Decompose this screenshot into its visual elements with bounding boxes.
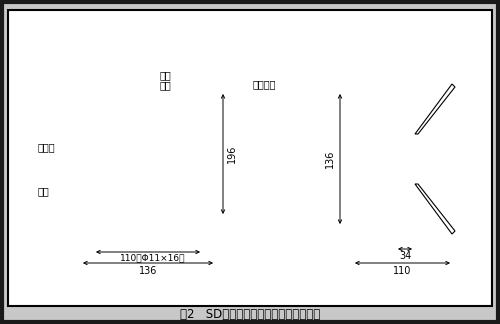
Text: 136: 136 [325, 150, 335, 168]
Text: 摆臂: 摆臂 [160, 80, 172, 90]
Bar [126, 101, 168, 107]
Text: 复位手柄: 复位手柄 [253, 79, 276, 89]
Polygon shape [415, 184, 455, 234]
Text: 拉环: 拉环 [160, 70, 172, 80]
Circle shape [144, 150, 152, 158]
Bar [66, 151, 74, 167]
Bar [365, 91, 395, 227]
Text: 110（Φ11×16）: 110（Φ11×16） [120, 253, 186, 262]
Circle shape [450, 82, 456, 88]
Text: 34: 34 [399, 251, 411, 261]
Polygon shape [415, 84, 455, 134]
Text: 出线口: 出线口 [38, 142, 56, 152]
Bar [168, 221, 200, 231]
Circle shape [450, 230, 456, 236]
Circle shape [138, 102, 142, 106]
Bar [395, 139, 415, 179]
Text: 196: 196 [227, 145, 237, 163]
Circle shape [401, 155, 409, 163]
Bar [365, 227, 395, 239]
Bar [352, 109, 366, 209]
Text: 110: 110 [393, 266, 411, 276]
Bar [96, 221, 128, 231]
Bar [365, 79, 395, 91]
Bar [80, 221, 216, 241]
Bar [352, 209, 402, 227]
Text: 图2   SD手动复位型拉绳开关外结构简图: 图2 SD手动复位型拉绳开关外结构简图 [180, 307, 320, 320]
Circle shape [391, 145, 419, 173]
Bar [352, 91, 402, 109]
Text: 壳体: 壳体 [38, 186, 50, 196]
Text: 136: 136 [139, 266, 157, 276]
